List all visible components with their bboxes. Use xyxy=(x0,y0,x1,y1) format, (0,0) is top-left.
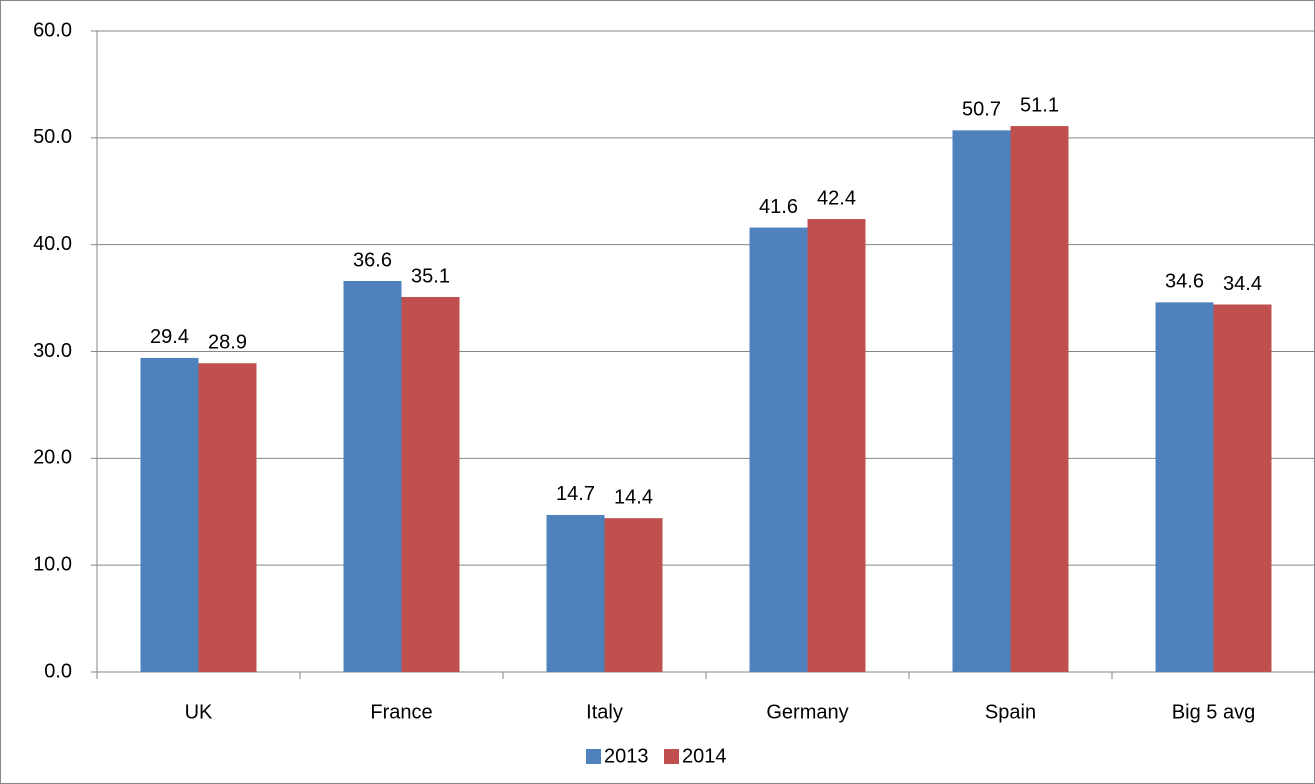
y-tick-label: 60.0 xyxy=(33,19,72,41)
x-tick-label: Italy xyxy=(586,701,623,723)
bar xyxy=(749,227,808,672)
y-tick-label: 40.0 xyxy=(33,233,72,255)
data-label: 35.1 xyxy=(411,265,450,287)
bar xyxy=(343,280,402,672)
y-tick-label: 30.0 xyxy=(33,340,72,362)
data-label: 50.7 xyxy=(962,99,1001,121)
bar xyxy=(140,357,199,672)
data-label: 34.6 xyxy=(1165,271,1204,293)
data-label: 51.1 xyxy=(1020,94,1059,116)
bar xyxy=(401,297,460,672)
bar xyxy=(604,518,663,672)
legend-swatch xyxy=(664,749,679,764)
x-tick-label: Germany xyxy=(766,701,848,723)
bar xyxy=(198,363,257,672)
x-tick-label: Spain xyxy=(985,701,1036,723)
data-label: 36.6 xyxy=(353,249,392,271)
bar xyxy=(546,514,605,672)
data-label: 42.4 xyxy=(817,187,856,209)
bar xyxy=(1213,304,1272,672)
data-label: 14.7 xyxy=(556,483,595,505)
bar xyxy=(1010,126,1069,672)
x-tick-label: France xyxy=(370,701,432,723)
y-tick-label: 20.0 xyxy=(33,447,72,469)
bar xyxy=(952,130,1011,673)
legend-swatch xyxy=(586,749,601,764)
data-label: 29.4 xyxy=(150,326,189,348)
y-tick-label: 0.0 xyxy=(44,660,72,682)
data-label: 14.4 xyxy=(614,486,653,508)
legend-label: 2013 xyxy=(604,745,649,767)
data-label: 34.4 xyxy=(1223,273,1262,295)
y-tick-label: 50.0 xyxy=(33,126,72,148)
y-tick-label: 10.0 xyxy=(33,553,72,575)
data-label: 41.6 xyxy=(759,196,798,218)
data-label: 28.9 xyxy=(208,332,247,354)
x-tick-label: UK xyxy=(185,701,213,723)
x-tick-label: Big 5 avg xyxy=(1172,701,1255,723)
bar xyxy=(807,219,866,672)
bar xyxy=(1155,302,1214,672)
legend-label: 2014 xyxy=(682,745,727,767)
